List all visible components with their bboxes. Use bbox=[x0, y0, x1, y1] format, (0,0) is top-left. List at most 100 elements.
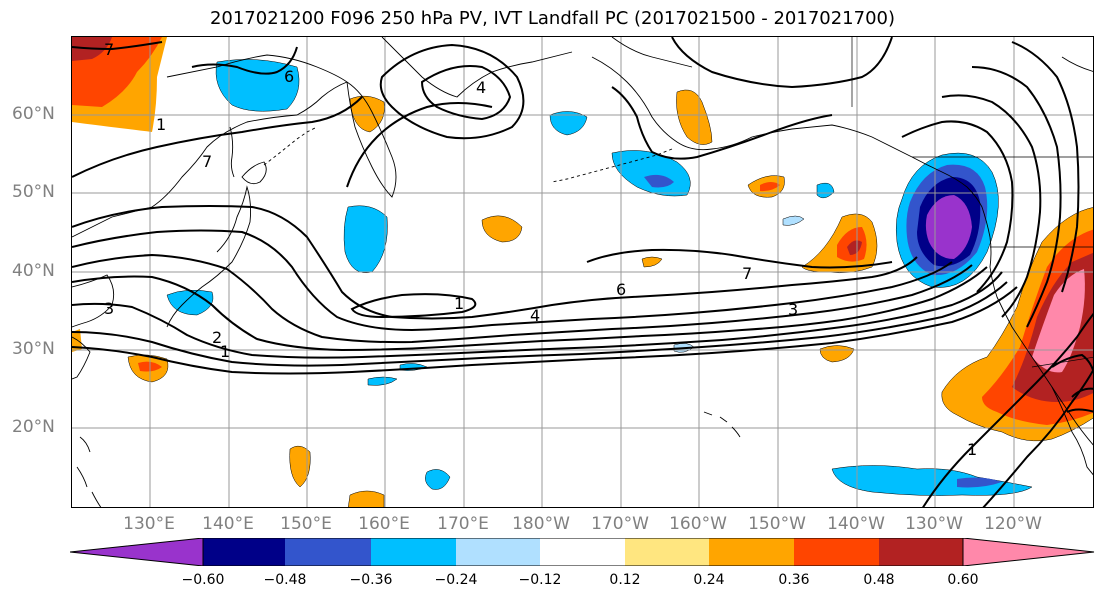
lon-label-150w: 150°W bbox=[748, 514, 806, 534]
contour-se-2 bbox=[982, 368, 1093, 507]
coast-islands-west bbox=[76, 436, 102, 507]
contour-inner-loop bbox=[350, 293, 477, 319]
contour-low-4 bbox=[1011, 41, 1080, 293]
contour-label: 3 bbox=[104, 299, 114, 318]
contour-label: 7 bbox=[742, 264, 752, 283]
contour-label: 1 bbox=[454, 294, 464, 313]
lon-label-170w: 170°W bbox=[591, 514, 649, 534]
contour-label: 4 bbox=[530, 306, 540, 325]
contour-low-1 bbox=[901, 120, 1014, 293]
lon-label-180w: 180°W bbox=[512, 514, 570, 534]
contour-label: 6 bbox=[616, 280, 626, 299]
contour-label: 4 bbox=[476, 78, 486, 97]
shade-se-pink bbox=[1032, 269, 1085, 373]
lon-label-160e: 160°E bbox=[358, 514, 410, 534]
coast-japan-hokkaido bbox=[241, 161, 267, 185]
lon-label-160w: 160°W bbox=[669, 514, 727, 534]
contour-label: 3 bbox=[788, 300, 798, 319]
coast-hawaii bbox=[703, 411, 741, 438]
shade-orange-4 bbox=[641, 256, 663, 268]
colorbar-outline bbox=[202, 538, 964, 566]
lon-label-150e: 150°E bbox=[280, 514, 332, 534]
coast-alaska-north bbox=[611, 37, 693, 68]
contour-se-1 bbox=[922, 312, 1093, 507]
lon-label-140e: 140°E bbox=[202, 514, 254, 534]
colorbar-tick-label: 0.24 bbox=[693, 572, 725, 588]
coast-kamchatka bbox=[346, 81, 397, 198]
colorbar-bin bbox=[794, 538, 879, 566]
contour-pacific-g bbox=[72, 286, 1018, 375]
contour-upper-loop-3 bbox=[346, 102, 493, 188]
contour-upper-loop-2 bbox=[420, 65, 512, 121]
contour-pacific-e bbox=[72, 271, 1003, 359]
coast-chukotka bbox=[381, 37, 573, 98]
coast-sakhalin bbox=[229, 126, 235, 178]
colorbar-bin bbox=[203, 538, 285, 566]
contour-upper-loop-1 bbox=[379, 43, 525, 140]
lon-label-130e: 130°E bbox=[123, 514, 175, 534]
graticule bbox=[72, 37, 1093, 507]
contour-label: 7 bbox=[104, 40, 114, 59]
shade-blue-small-4 bbox=[367, 376, 398, 386]
map-canvas: 7 6 1 7 4 3 2 1 1 7 6 4 3 1 bbox=[72, 37, 1093, 507]
lon-label-170e: 170°E bbox=[437, 514, 489, 534]
colorbar-bin bbox=[709, 538, 794, 566]
colorbar bbox=[70, 538, 1095, 566]
coast-aleutians bbox=[551, 148, 673, 183]
coast-china bbox=[72, 336, 91, 380]
contour-pacific-b bbox=[72, 229, 953, 332]
colorbar-tick-label: 0.48 bbox=[863, 572, 895, 588]
coast-baja bbox=[1051, 386, 1093, 476]
shade-orange-7 bbox=[289, 445, 311, 488]
contour-se-3 bbox=[1051, 353, 1093, 374]
colorbar-extend-low bbox=[70, 538, 204, 566]
colorbar-bin bbox=[371, 538, 456, 566]
contour-alaska-1 bbox=[611, 86, 833, 160]
coast-asia bbox=[72, 81, 348, 238]
shade-blue-aleutian-inner bbox=[644, 174, 674, 188]
contour-central-7 bbox=[586, 248, 893, 269]
contour-pacific-f bbox=[72, 281, 1008, 367]
colorbar-tick-label: 0.36 bbox=[778, 572, 810, 588]
contour-se-5 bbox=[1066, 408, 1093, 413]
shade-blue-small-1 bbox=[549, 111, 588, 136]
map-panel: 7 6 1 7 4 3 2 1 1 7 6 4 3 1 bbox=[71, 36, 1094, 508]
colorbar-tick-label: −0.12 bbox=[518, 572, 562, 588]
map-title: 2017021200 F096 250 hPa PV, IVT Landfall… bbox=[209, 8, 896, 29]
contour-label: 1 bbox=[220, 342, 230, 361]
contour-label: 6 bbox=[284, 67, 294, 86]
colorbar-tick-label: −0.36 bbox=[349, 572, 393, 588]
shade-darkred-5 bbox=[847, 240, 862, 255]
shade-orange-okhotsk bbox=[349, 95, 385, 133]
colorbar-bin bbox=[456, 538, 540, 566]
coast-greenland-hint bbox=[1061, 56, 1093, 72]
contour-top-ridge bbox=[671, 37, 893, 89]
contour-north-1 bbox=[72, 96, 363, 178]
colorbar-bin bbox=[625, 538, 709, 566]
lon-label-120w: 120°W bbox=[984, 514, 1042, 534]
shade-orange-9 bbox=[819, 345, 855, 363]
contour-label: 1 bbox=[967, 440, 977, 459]
colorbar-bin bbox=[285, 538, 371, 566]
lon-label-140w: 140°W bbox=[827, 514, 885, 534]
colorbar-tick-label: −0.24 bbox=[434, 572, 478, 588]
shade-blue-small-2 bbox=[816, 182, 835, 199]
contour-pacific-c bbox=[72, 253, 973, 344]
coast-japan-honshu bbox=[166, 185, 252, 328]
lat-label-20n: 20°N bbox=[12, 417, 55, 437]
lat-label-40n: 40°N bbox=[12, 261, 55, 281]
colorbar-extend-high bbox=[962, 538, 1095, 566]
contour-pacific-a bbox=[72, 205, 918, 320]
shade-blue-central bbox=[343, 205, 388, 274]
colorbar-tick-label: −0.48 bbox=[263, 572, 307, 588]
contour-label: 1 bbox=[156, 115, 166, 134]
lat-label-50n: 50°N bbox=[12, 182, 55, 202]
contour-low-2 bbox=[941, 94, 1042, 318]
shade-blue-japan bbox=[166, 289, 214, 316]
shade-low-purple bbox=[925, 195, 972, 259]
contour-nw-6 bbox=[191, 46, 298, 75]
contour-label: 7 bbox=[202, 152, 212, 171]
contour-labels: 7 6 1 7 4 3 2 1 1 7 6 4 3 1 bbox=[104, 40, 977, 459]
contour-pacific-d bbox=[72, 266, 988, 352]
shade-orange-aleutian-1 bbox=[676, 89, 713, 145]
